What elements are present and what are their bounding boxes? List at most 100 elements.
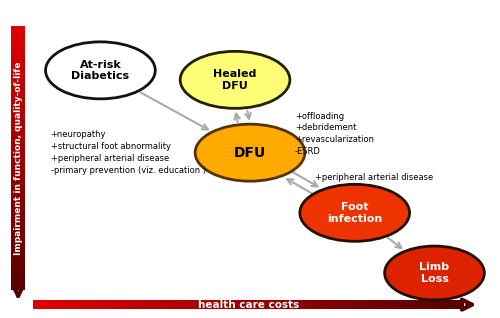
Bar	[11, 231, 25, 238]
Bar	[378, 300, 386, 309]
Bar	[177, 300, 184, 309]
Bar	[292, 300, 299, 309]
Bar	[198, 300, 205, 309]
Bar	[335, 300, 342, 309]
Bar	[436, 300, 443, 309]
Bar	[98, 300, 105, 309]
Bar	[105, 300, 112, 309]
Bar	[48, 300, 54, 309]
Bar	[342, 300, 349, 309]
Bar	[270, 300, 278, 309]
Bar	[11, 244, 25, 251]
Bar	[11, 224, 25, 231]
Bar	[11, 33, 25, 39]
Bar	[11, 86, 25, 92]
Bar	[40, 300, 48, 309]
Bar	[371, 300, 378, 309]
Text: At-risk
Diabetics: At-risk Diabetics	[72, 59, 130, 81]
Bar	[11, 238, 25, 244]
Ellipse shape	[300, 184, 410, 241]
Bar	[392, 300, 400, 309]
Bar	[11, 264, 25, 271]
Bar	[234, 300, 242, 309]
Bar	[11, 171, 25, 178]
Bar	[320, 300, 328, 309]
Bar	[278, 300, 284, 309]
Bar	[356, 300, 364, 309]
Bar	[33, 300, 40, 309]
Bar	[11, 138, 25, 145]
Bar	[364, 300, 371, 309]
Bar	[314, 300, 320, 309]
Bar	[256, 300, 263, 309]
Text: +offloading
+debridement
+revascularization
-ESRD: +offloading +debridement +revascularizat…	[295, 112, 374, 156]
Bar	[11, 112, 25, 119]
Bar	[69, 300, 76, 309]
Ellipse shape	[384, 246, 484, 300]
Bar	[11, 211, 25, 218]
Bar	[206, 300, 213, 309]
Bar	[170, 300, 177, 309]
Bar	[120, 300, 126, 309]
Bar	[11, 59, 25, 66]
Bar	[11, 165, 25, 171]
Bar	[11, 204, 25, 211]
Text: Limb
Loss: Limb Loss	[420, 262, 450, 284]
Bar	[11, 72, 25, 79]
Bar	[414, 300, 422, 309]
Bar	[11, 158, 25, 165]
Bar	[249, 300, 256, 309]
Text: Foot
infection: Foot infection	[327, 202, 382, 224]
Bar	[299, 300, 306, 309]
Bar	[54, 300, 62, 309]
Bar	[450, 300, 457, 309]
Bar	[242, 300, 249, 309]
Bar	[11, 284, 25, 290]
Bar	[263, 300, 270, 309]
Bar	[184, 300, 191, 309]
Bar	[443, 300, 450, 309]
Bar	[428, 300, 436, 309]
Bar	[11, 271, 25, 277]
Bar	[386, 300, 392, 309]
Bar	[126, 300, 134, 309]
Bar	[11, 198, 25, 204]
Bar	[134, 300, 141, 309]
Bar	[11, 105, 25, 112]
Bar	[11, 152, 25, 158]
Bar	[11, 66, 25, 72]
Bar	[11, 125, 25, 132]
Text: +neuropathy
+structural foot abnormality
+peripheral arterial disease
-primary p: +neuropathy +structural foot abnormality…	[50, 130, 205, 175]
Ellipse shape	[180, 51, 290, 108]
Bar	[191, 300, 198, 309]
Bar	[11, 52, 25, 59]
Bar	[148, 300, 156, 309]
Bar	[407, 300, 414, 309]
Bar	[328, 300, 335, 309]
Bar	[11, 191, 25, 198]
Bar	[422, 300, 428, 309]
Ellipse shape	[46, 42, 156, 99]
Text: health care costs: health care costs	[198, 300, 300, 310]
Bar	[11, 119, 25, 125]
Bar	[141, 300, 148, 309]
Bar	[400, 300, 407, 309]
Text: Healed
DFU: Healed DFU	[214, 69, 256, 91]
Bar	[76, 300, 84, 309]
Bar	[227, 300, 234, 309]
Text: +peripheral arterial disease: +peripheral arterial disease	[315, 174, 433, 183]
Bar	[62, 300, 69, 309]
Bar	[11, 185, 25, 191]
Bar	[11, 26, 25, 33]
Bar	[11, 251, 25, 257]
Bar	[11, 178, 25, 185]
Bar	[11, 79, 25, 86]
Bar	[11, 92, 25, 99]
Text: Impairment in function, quality-of-life: Impairment in function, quality-of-life	[14, 61, 22, 255]
Bar	[306, 300, 314, 309]
Bar	[11, 145, 25, 152]
Bar	[11, 132, 25, 138]
Bar	[162, 300, 170, 309]
Bar	[11, 218, 25, 224]
Bar	[112, 300, 120, 309]
